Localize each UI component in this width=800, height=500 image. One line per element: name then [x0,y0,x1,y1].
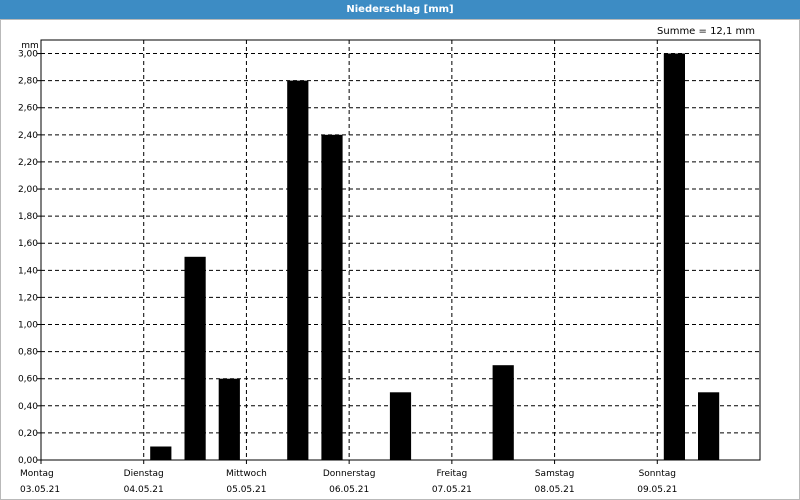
y-tick-label: 1,60 [18,239,38,249]
plot-area-border [40,39,761,461]
x-tick-label-day: Freitag [436,469,467,479]
bar [150,446,172,460]
bar [492,365,514,460]
y-tick-label: 2,60 [18,104,38,114]
bar [698,392,720,460]
x-tick-label-date: 04.05.21 [124,485,164,495]
y-tick-label: 0,80 [18,348,38,358]
y-tick-label: 1,00 [18,321,38,331]
bars [150,53,720,461]
y-tick-label: 2,00 [18,185,38,195]
y-tick-label: 0,60 [18,375,38,385]
y-tick-label: 2,80 [18,77,38,87]
y-tick-label: 1,40 [18,266,38,276]
x-tick-label-date: 03.05.21 [20,485,60,495]
bar [389,392,412,460]
x-tick-label-day: Sonntag [639,469,676,479]
bar [321,134,343,461]
sum-label: Summe = 12,1 mm [657,26,755,37]
x-tick-label-date: 06.05.21 [329,485,369,495]
y-tick-label: 0,40 [18,402,38,412]
x-tick-label-day: Dienstag [124,469,164,479]
y-tick-label: 2,40 [18,131,38,141]
y-tick-label: 2,20 [18,158,38,168]
bar [287,80,309,460]
x-tick-label-date: 09.05.21 [637,485,677,495]
x-tick-label-day: Donnerstag [323,469,376,479]
window-title: Niederschlag [mm] [0,0,800,19]
y-axis: mm 0,00 0,20 0,40 0,60 0,80 1,00 1,20 1,40 1,60 1,… [18,41,41,466]
y-axis-label: mm [21,41,39,51]
x-tick-label-date: 07.05.21 [432,485,472,495]
y-tick-label: 1,20 [18,293,38,303]
y-tick-label: 3,00 [18,50,38,60]
grid [41,40,760,460]
x-tick-label-date: 05.05.21 [226,485,266,495]
y-tick-label: 0,00 [18,456,38,466]
y-tick-label: 0,20 [18,429,38,439]
bar [218,378,240,460]
x-tick-label-date: 08.05.21 [535,485,575,495]
y-tick-label: 1,80 [18,212,38,222]
x-axis: Montag 03.05.21 Dienstag 04.05.21 Mittwoch 05… [20,460,677,495]
x-tick-label-day: Samstag [535,469,574,479]
x-tick-label-day: Montag [20,469,54,479]
bar [663,53,685,460]
bar [184,256,206,460]
x-tick-label-day: Mittwoch [226,469,267,479]
